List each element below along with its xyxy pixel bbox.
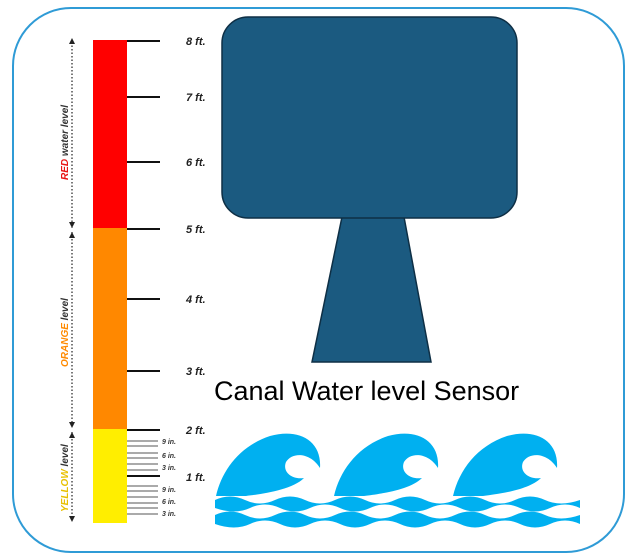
yellow-level-rest: level [60, 444, 71, 469]
range-markers [69, 38, 75, 522]
foot-label-1: 1 ft. [186, 472, 206, 484]
foot-label-6: 6 ft. [186, 157, 206, 169]
foot-ticks [127, 40, 160, 477]
diagram-caption: Canal Water level Sensor [214, 376, 520, 406]
inch-label-lower-9: 9 in. [162, 487, 176, 494]
red-level-rest: water level [60, 105, 71, 159]
yellow-level-word: YELLOW [60, 468, 71, 512]
orange-level-label: ORANGE level [60, 298, 71, 367]
wave-band-2 [215, 511, 580, 528]
inch-label-upper-3: 3 in. [162, 465, 176, 472]
frame-border [12, 7, 625, 553]
orange-level-word: ORANGE [60, 323, 71, 367]
foot-label-7: 7 ft. [186, 92, 206, 104]
foot-label-3: 3 ft. [186, 366, 206, 378]
wave-crest-2 [334, 433, 439, 496]
red-level-label: RED water level [60, 105, 71, 180]
foot-label-4: 4 ft. [185, 294, 206, 306]
red-level-word: RED [60, 159, 71, 180]
orange-band [93, 228, 127, 429]
inch-label-upper-6: 6 in. [162, 453, 176, 460]
inch-ticks [127, 440, 158, 515]
waves-icon [215, 433, 580, 528]
wave-crest-1 [216, 433, 321, 496]
inch-label-lower-6: 6 in. [162, 499, 176, 506]
sensor-icon [221, 16, 518, 363]
red-band [93, 40, 127, 228]
sensor-head [221, 16, 518, 219]
sensor-stem [311, 216, 432, 363]
orange-level-rest: level [60, 298, 71, 323]
foot-label-8: 8 ft. [186, 36, 206, 48]
yellow-band [93, 429, 127, 523]
inch-label-upper-9: 9 in. [162, 439, 176, 446]
inch-label-lower-3: 3 in. [162, 511, 176, 518]
wave-crest-3 [453, 433, 558, 496]
wave-band-1 [215, 496, 580, 512]
foot-label-5: 5 ft. [186, 224, 206, 236]
foot-label-2: 2 ft. [185, 425, 206, 437]
yellow-level-label: YELLOW level [60, 444, 71, 512]
